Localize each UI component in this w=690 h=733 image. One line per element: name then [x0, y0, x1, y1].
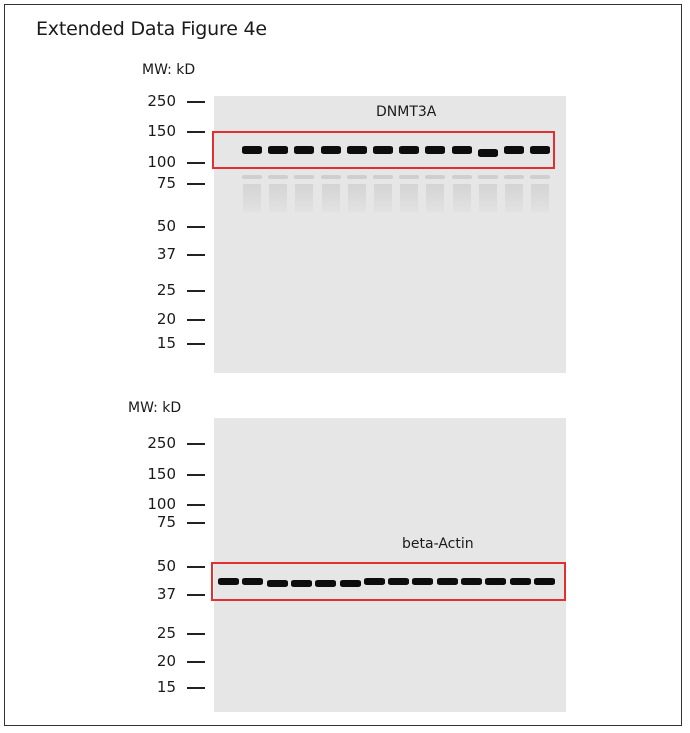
mw-header: MW: kD: [142, 62, 196, 78]
nonspecific-band: [451, 175, 472, 179]
nonspecific-band: [399, 175, 420, 179]
marker-tick: [187, 226, 205, 228]
nonspecific-band: [530, 175, 551, 179]
lane-smear: [243, 184, 261, 212]
lane-smear: [478, 184, 497, 212]
dnmt3a-band: [320, 146, 341, 154]
marker-label: 75: [156, 174, 176, 192]
marker-tick: [187, 101, 205, 103]
marker-label: 150: [147, 122, 176, 140]
marker-label: 150: [147, 465, 176, 483]
marker-label: 100: [147, 495, 176, 513]
nonspecific-band: [320, 175, 341, 179]
marker-label: 50: [156, 557, 176, 575]
protein-label: beta-Actin: [402, 536, 474, 552]
beta-actin-band: [363, 578, 385, 585]
marker-label: 100: [147, 153, 176, 171]
lane-smear: [452, 184, 471, 212]
protein-label: DNMT3A: [376, 104, 437, 120]
dnmt3a-band: [530, 146, 551, 154]
marker-tick: [187, 319, 205, 321]
marker-tick: [187, 566, 205, 568]
beta-actin-band: [461, 578, 482, 585]
dnmt3a-band: [425, 146, 446, 154]
marker-label: 25: [156, 624, 176, 642]
beta-actin-band: [509, 578, 531, 585]
nonspecific-band: [504, 175, 524, 179]
dnmt3a-blot: [214, 96, 566, 373]
lane-smear: [531, 184, 550, 212]
nonspecific-band: [268, 175, 289, 179]
beta-actin-band: [290, 580, 312, 587]
lane-smear: [295, 184, 314, 212]
mw-header: MW: kD: [128, 400, 182, 416]
dnmt3a-band: [242, 146, 262, 154]
dnmt3a-band: [346, 146, 367, 154]
beta-actin-highlight-box: [211, 562, 566, 601]
lane-smear: [400, 184, 419, 212]
nonspecific-band: [346, 175, 367, 179]
marker-tick: [187, 443, 205, 445]
dnmt3a-band: [451, 146, 472, 154]
beta-actin-band: [533, 578, 555, 585]
lane-smear: [347, 184, 366, 212]
marker-tick: [187, 594, 205, 596]
marker-label: 15: [156, 678, 176, 696]
lane-smear: [426, 184, 445, 212]
marker-label: 50: [156, 217, 176, 235]
marker-tick: [187, 661, 205, 663]
marker-label: 20: [156, 652, 176, 670]
marker-tick: [187, 687, 205, 689]
beta-actin-band: [412, 578, 434, 585]
marker-tick: [187, 522, 205, 524]
marker-label: 25: [156, 281, 176, 299]
marker-tick: [187, 633, 205, 635]
dnmt3a-band: [268, 146, 289, 154]
dnmt3a-band: [373, 146, 393, 154]
dnmt3a-highlight-box: [212, 131, 555, 169]
beta-actin-band: [315, 580, 337, 587]
beta-actin-band: [388, 578, 410, 585]
beta-actin-band: [218, 578, 239, 585]
dnmt3a-band: [477, 149, 498, 157]
dnmt3a-band: [399, 146, 420, 154]
beta-actin-band: [266, 580, 288, 587]
lane-smear: [269, 184, 288, 212]
marker-label: 20: [156, 310, 176, 328]
beta-actin-band: [485, 578, 507, 585]
nonspecific-band: [477, 175, 498, 179]
dnmt3a-band: [294, 146, 315, 154]
marker-tick: [187, 183, 205, 185]
marker-tick: [187, 343, 205, 345]
nonspecific-band: [294, 175, 315, 179]
marker-label: 250: [147, 92, 176, 110]
figure-frame: [4, 4, 682, 726]
lane-smear: [374, 184, 392, 212]
marker-tick: [187, 504, 205, 506]
beta-actin-band: [436, 578, 458, 585]
marker-tick: [187, 131, 205, 133]
beta-actin-blot: [214, 418, 566, 712]
marker-label: 37: [156, 245, 176, 263]
marker-tick: [187, 162, 205, 164]
nonspecific-band: [373, 175, 393, 179]
marker-label: 37: [156, 585, 176, 603]
marker-tick: [187, 474, 205, 476]
marker-label: 75: [156, 513, 176, 531]
beta-actin-band: [242, 578, 264, 585]
nonspecific-band: [242, 175, 262, 179]
marker-tick: [187, 254, 205, 256]
marker-tick: [187, 290, 205, 292]
dnmt3a-band: [504, 146, 524, 154]
marker-label: 15: [156, 334, 176, 352]
nonspecific-band: [425, 175, 446, 179]
lane-smear: [505, 184, 523, 212]
beta-actin-band: [339, 580, 361, 587]
marker-label: 250: [147, 434, 176, 452]
figure-title: Extended Data Figure 4e: [36, 18, 267, 40]
lane-smear: [321, 184, 340, 212]
